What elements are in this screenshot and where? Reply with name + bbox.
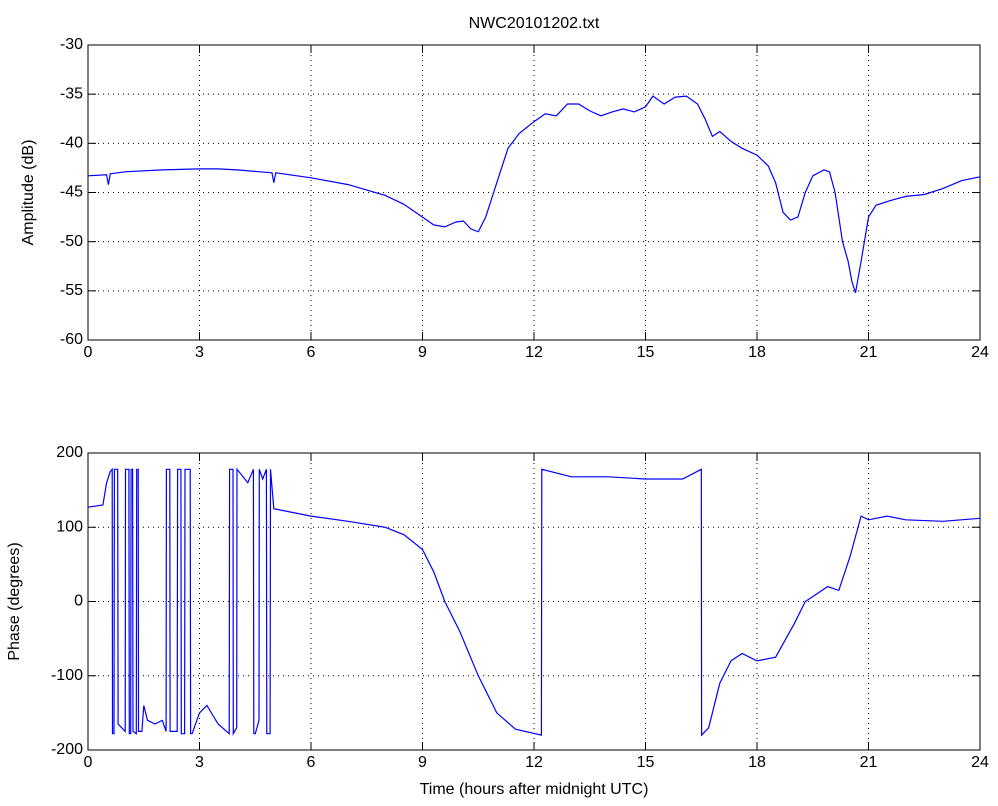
y-tick-label: -60 (60, 331, 83, 348)
x-tick-label: 6 (307, 754, 316, 771)
y-tick-label: -200 (51, 741, 83, 758)
x-tick-label: 24 (971, 754, 989, 771)
data-line (87, 95, 981, 293)
x-tick-label: 12 (525, 754, 543, 771)
y-tick-label: -100 (51, 667, 83, 684)
x-tick-label: 0 (84, 754, 93, 771)
x-tick-label: 18 (748, 754, 766, 771)
chart-title: NWC20101202.txt (469, 15, 600, 32)
y-axis-label: Phase (degrees) (6, 542, 23, 660)
y-tick-label: -55 (60, 282, 83, 299)
x-tick-label: 6 (307, 344, 316, 361)
x-tick-label: 3 (195, 344, 204, 361)
x-tick-label: 15 (637, 344, 655, 361)
y-tick-label: 100 (56, 518, 83, 535)
x-tick-label: 24 (971, 344, 989, 361)
x-tick-label: 0 (84, 344, 93, 361)
data-line (87, 467, 981, 737)
y-tick-label: -30 (60, 36, 83, 53)
y-axis-label: Amplitude (dB) (20, 140, 37, 246)
y-tick-label: -35 (60, 85, 83, 102)
x-axis-label: Time (hours after midnight UTC) (420, 781, 649, 798)
y-tick-label: -40 (60, 135, 83, 152)
y-tick-label: 0 (74, 593, 83, 610)
axes-frame (87, 44, 981, 341)
x-tick-label: 21 (860, 754, 878, 771)
x-tick-label: 9 (418, 344, 427, 361)
x-tick-label: 12 (525, 344, 543, 361)
axes-frame (87, 452, 981, 751)
y-tick-label: -50 (60, 233, 83, 250)
y-tick-label: -45 (60, 184, 83, 201)
x-tick-label: 21 (860, 344, 878, 361)
x-tick-label: 15 (637, 754, 655, 771)
x-tick-label: 3 (195, 754, 204, 771)
x-tick-label: 9 (418, 754, 427, 771)
y-tick-label: 200 (56, 444, 83, 461)
x-tick-label: 18 (748, 344, 766, 361)
